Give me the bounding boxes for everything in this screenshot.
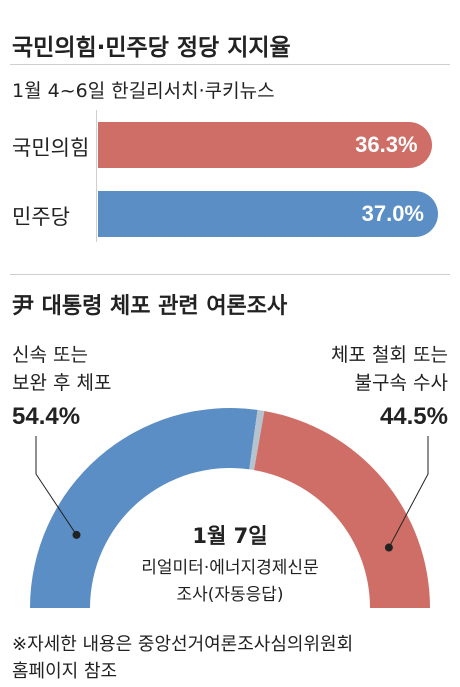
- bar-label-dpk: 민주당: [12, 205, 70, 229]
- leader-line-no-arrest: [388, 436, 429, 548]
- left-category-label-line2: 보완 후 체포: [12, 372, 112, 394]
- chart1-subtitle: 1월 4~6일 한길리서치·쿠키뉴스: [12, 80, 275, 102]
- chart2-title: 尹 대통령 체포 관련 여론조사: [12, 294, 288, 319]
- right-category-label-line1: 체포 철회 또는: [331, 344, 448, 366]
- footnote-line2: 홈페이지 참조: [12, 661, 118, 682]
- leader-dot-no-arrest: [384, 543, 393, 552]
- right-category-value: 44.5%: [379, 403, 448, 430]
- left-category-value: 54.4%: [12, 403, 81, 430]
- right-category-label-line2: 불구속 수사: [354, 372, 448, 394]
- bar-value-ppp: 36.3%: [355, 132, 418, 157]
- center-date: 1월 7일: [192, 524, 268, 548]
- bar-ppp: 36.3%: [98, 122, 432, 168]
- chart1-title-divider: [10, 64, 450, 65]
- leader-line-arrest: [35, 436, 77, 536]
- bar-label-ppp: 국민의힘: [12, 136, 90, 160]
- arc-segment-undecided: [249, 409, 265, 471]
- chart1-title: 국민의힘·민주당 정당 지지율: [12, 35, 291, 61]
- center-source: 리얼미터·에너지경제신문: [141, 558, 319, 578]
- center-method: 조사(자동응답): [176, 585, 284, 605]
- footnote-line1: ※자세한 내용은 중앙선거여론조사심의위원회: [12, 634, 354, 655]
- arc-segment-arrest: [30, 408, 258, 608]
- bar-value-dpk: 37.0%: [361, 201, 424, 226]
- arc-segment-no-arrest: [254, 410, 430, 608]
- bar-axis-line: [96, 110, 97, 242]
- left-category-label-line1: 신속 또는: [12, 344, 88, 366]
- bar-dpk: 37.0%: [98, 191, 438, 237]
- leader-dot-arrest: [72, 530, 81, 539]
- section-divider: [10, 274, 450, 275]
